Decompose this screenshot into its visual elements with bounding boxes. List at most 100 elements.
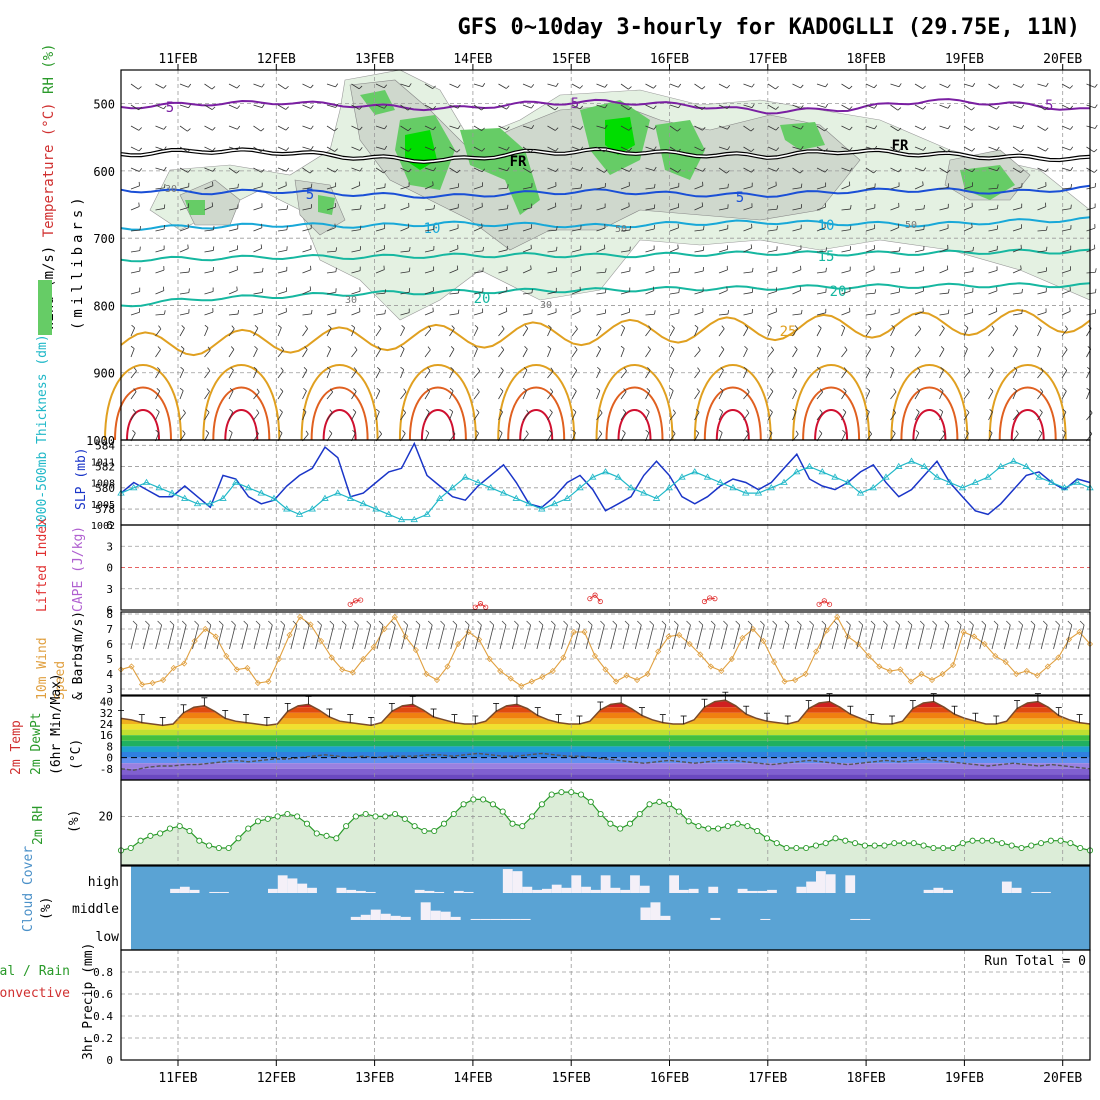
wind-barb [326, 227, 336, 232]
wind10m-barb [401, 624, 408, 650]
wind-barb-flag [507, 204, 509, 209]
wind-barb-flag [922, 181, 924, 186]
wind-barb [792, 349, 798, 358]
wind-speed-marker [560, 654, 567, 661]
wind-barb-flag [450, 346, 455, 350]
cloud-bar-high [1001, 881, 1012, 893]
isotherm-warm-arch [420, 409, 455, 441]
wind-barb [253, 271, 263, 274]
wind-barb-flag [579, 307, 581, 312]
rh-contour-label: 50 [615, 224, 627, 235]
wind-barb [277, 104, 286, 110]
wind-speed-marker [465, 628, 472, 636]
date-label-bottom: 14FEB [453, 1071, 492, 1086]
wind-barb [743, 206, 753, 211]
wind-barb-flag [207, 367, 211, 372]
wind10m-barb-flag [907, 620, 913, 626]
wind-barb-flag [236, 105, 241, 109]
wind-barb [596, 248, 605, 253]
wind-barb [571, 187, 581, 190]
wind-barb-flag [505, 307, 508, 312]
wind-barb-flag [1021, 288, 1023, 293]
wind-barb [816, 206, 826, 211]
thickness-marker [219, 494, 227, 501]
wind-barb [228, 370, 234, 379]
wind-barb [718, 104, 728, 110]
wind-barb [718, 125, 728, 130]
wind-barb [498, 370, 504, 379]
wind-barb-flag [989, 388, 994, 392]
wind-barb-flag [678, 83, 682, 88]
rh2m-marker [1008, 842, 1015, 849]
cloud-bar-middle [640, 907, 651, 920]
wind-barb [939, 104, 949, 109]
rh2m-marker [343, 823, 350, 830]
cloud-bar-high [356, 890, 366, 893]
wind-barb [449, 369, 454, 379]
wind-barb [204, 125, 213, 131]
wind-barb-flag [898, 168, 902, 173]
wind-barb [645, 328, 652, 337]
wind-barb-flag [746, 409, 750, 414]
wind-barb [718, 328, 725, 337]
wind-speed-marker [265, 678, 272, 685]
cloud-bar-middle [480, 918, 491, 920]
wind-barb [596, 207, 606, 211]
rh2m-marker [519, 823, 526, 830]
wind-barb-flag [923, 146, 927, 151]
wind-barb-flag [947, 84, 951, 88]
wind-barb [449, 146, 458, 153]
rh2m-marker [225, 844, 232, 852]
rh2m-marker [352, 813, 359, 820]
wind-barb [645, 146, 655, 151]
wind10m-barb [671, 624, 679, 650]
wind-barb [522, 248, 532, 253]
wind10m-barb-flag [145, 620, 150, 626]
wind-barb-flag [800, 125, 804, 130]
wind-barb [473, 83, 483, 88]
wind-barb [718, 349, 725, 358]
wind-barb-flag [1016, 409, 1020, 414]
wind-barb [816, 125, 825, 132]
wind-barb-flag [181, 325, 185, 329]
rh2m-area [121, 792, 1090, 865]
wind-speed-marker [602, 666, 609, 673]
wind-barb [1037, 206, 1046, 211]
thickness-marker [589, 473, 597, 480]
wind10m-barb [376, 624, 384, 650]
isotherm-line [120, 248, 1091, 263]
wind-barb [645, 125, 654, 130]
wind-barb-flag [603, 148, 608, 153]
wind-barb [522, 390, 527, 400]
wind-barb-flag [506, 146, 510, 151]
wind-barb-flag [549, 409, 553, 413]
wind-barb [1086, 312, 1096, 316]
wind-barb-flag [580, 146, 584, 151]
wind-barb-flag [155, 429, 160, 433]
wind-barb [890, 391, 897, 400]
wind10m-barb-flag [501, 620, 507, 626]
wind-barb [400, 250, 410, 253]
wind10m-ylabel-part: 10m Wind [35, 637, 50, 700]
temp-color-band [121, 763, 1090, 769]
wind-barb-flag [157, 346, 161, 350]
thickness-marker [334, 489, 342, 496]
wind-barb [522, 125, 532, 130]
wind-barb-flag [481, 107, 485, 111]
rh2m-marker [323, 832, 330, 839]
cloud-bar-high [600, 875, 611, 893]
wind-barb-flag [359, 106, 363, 110]
cloud-bar-high [825, 874, 836, 893]
wind-barb [914, 249, 924, 253]
wind-speed-marker [634, 676, 641, 684]
wind-barb [130, 270, 140, 274]
wind-barb [449, 269, 458, 274]
rh2m-marker [392, 810, 399, 818]
wind-barb-flag [303, 367, 308, 371]
wind-barb-flag [188, 104, 192, 109]
cape-ylabel: CAPE (J/kg) [71, 526, 86, 612]
wind-barb-flag [457, 125, 461, 130]
rh2m-marker [264, 815, 271, 822]
rh2m-marker [626, 820, 634, 827]
wind-barb-flag [498, 429, 503, 434]
